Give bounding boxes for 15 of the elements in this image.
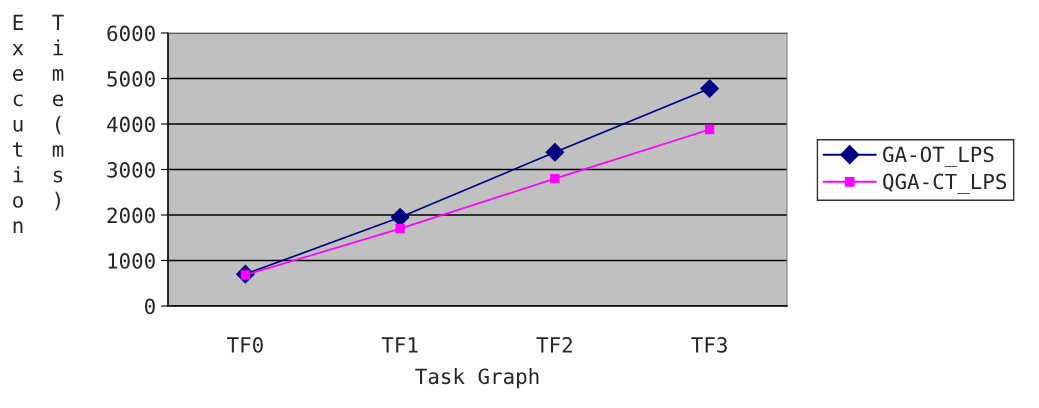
x-tick-label: TF2 <box>536 337 572 353</box>
x-tick-label: TF3 <box>691 337 727 353</box>
x-tick-label: TF1 <box>381 337 418 353</box>
y-tick-label: 0 <box>145 298 155 315</box>
y-tick-label: 1000 <box>108 253 155 269</box>
y-tick-label: 2000 <box>107 207 155 224</box>
y-tick-label: 6000 <box>107 25 155 42</box>
y-tick-label: 5000 <box>107 71 155 87</box>
x-axis-title: Task Graph <box>415 368 539 389</box>
y-tick-label: 4000 <box>107 116 155 133</box>
legend-label: QGA-CT_LPS <box>883 173 1007 194</box>
y-tick-label: 3000 <box>107 162 155 178</box>
text: Execution Time(ms) <box>12 14 64 233</box>
x-tick-label: TF0 <box>227 337 263 353</box>
legend-label: GA-OT_LPS <box>883 146 994 167</box>
